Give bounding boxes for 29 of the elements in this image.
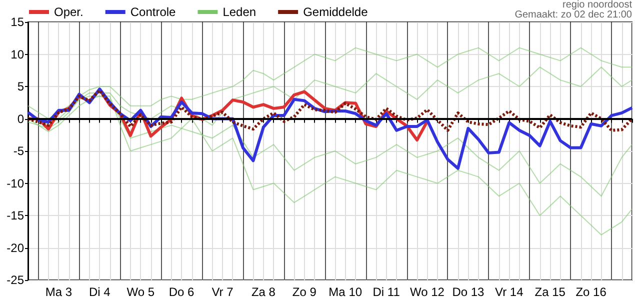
text: Gemaakt: zo 02 dec 21:00 — [514, 10, 632, 20]
x-tick-label: Wo 5 — [126, 285, 155, 299]
x-tick-label: Do 13 — [452, 285, 485, 299]
legend-label: Controle — [130, 5, 176, 19]
y-tick-label: -25 — [6, 273, 24, 287]
y-tick-label: -15 — [6, 208, 24, 222]
x-tick-label: Za 15 — [534, 285, 566, 299]
x-tick-label: Di 11 — [372, 285, 400, 299]
y-tick-label: 15 — [10, 15, 24, 29]
y-tick-label: -20 — [6, 240, 24, 255]
legend-label: Oper. — [54, 5, 84, 19]
x-tick-label: Di 4 — [88, 285, 111, 299]
y-tick-label: 10 — [10, 47, 24, 62]
x-tick-label: Wo 12 — [410, 285, 445, 299]
text: regio noordoost — [562, 0, 632, 10]
x-tick-label: Ma 3 — [45, 285, 72, 299]
x-tick-label: Zo 9 — [292, 285, 317, 299]
legend-label: Leden — [222, 5, 256, 19]
x-tick-label: Vr 7 — [212, 285, 234, 299]
x-tick-label: Ma 10 — [328, 285, 362, 299]
y-tick-label: -10 — [6, 176, 24, 190]
x-tick-label: Za 8 — [251, 285, 276, 299]
x-tick-label: Do 6 — [168, 285, 195, 299]
y-tick-label: 5 — [17, 80, 24, 94]
legend-label: Gemiddelde — [303, 5, 368, 19]
x-tick-label: Zo 16 — [576, 285, 607, 299]
y-tick-label: 0 — [17, 112, 24, 126]
y-tick-label: -5 — [13, 144, 24, 158]
x-tick-label: Vr 14 — [495, 285, 524, 299]
